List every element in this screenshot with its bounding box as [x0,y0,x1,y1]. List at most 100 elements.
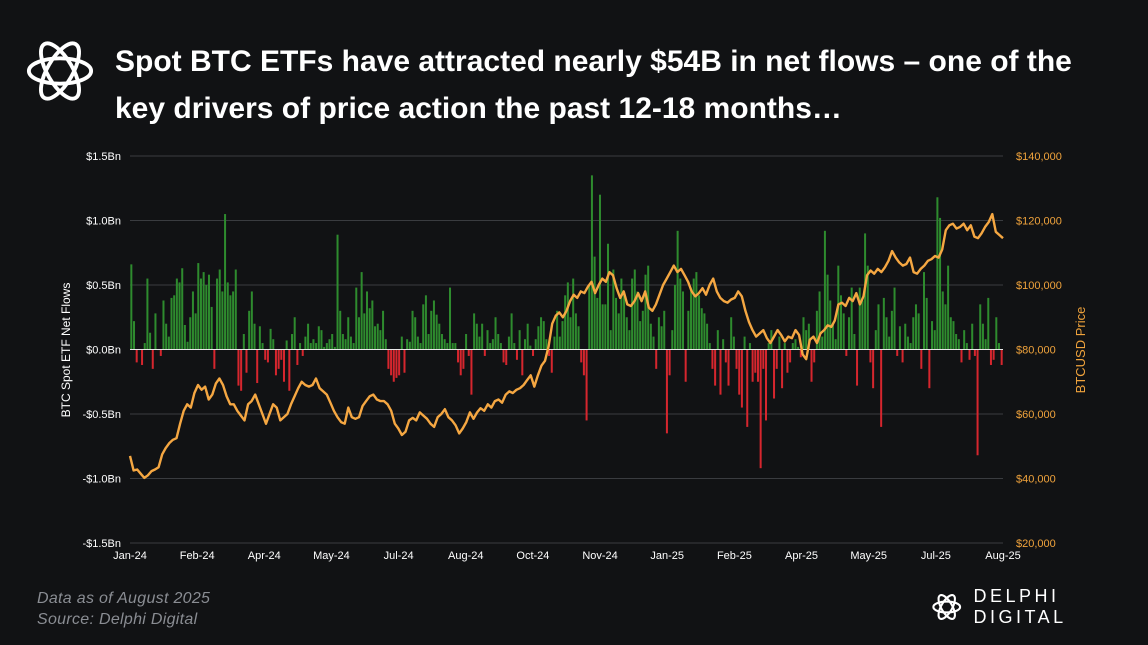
flow-bar [872,349,875,389]
flow-bar [612,269,615,350]
data-as-of-note: Data as of August 2025 [37,590,211,607]
flow-bar [221,291,224,350]
flow-bar [419,343,422,350]
flow-bar [349,336,352,350]
flow-bar [435,314,438,350]
right-tick-label: $100,000 [1016,280,1062,292]
flow-bar [620,278,623,350]
flow-bar [149,332,152,350]
x-tick-label: Jul-24 [384,550,414,562]
flow-bar [199,278,202,350]
flow-bar [197,263,200,350]
flow-bar [601,304,604,350]
flow-bar [384,339,387,350]
flow-bar [293,317,296,350]
flow-bar [839,295,842,350]
flow-bar [850,287,853,350]
brand-footer: DELPHI DIGITAL [930,586,1148,627]
flow-bar [882,297,885,350]
delphi-logo-small-icon [932,594,962,620]
flow-bar [821,336,824,350]
flow-bar [636,291,639,350]
x-tick-label: Apr-25 [785,550,818,562]
flow-bar [628,330,631,350]
flow-bar [738,349,741,395]
flow-bar [368,308,371,350]
flow-bar [189,317,192,350]
flow-bar [529,345,532,350]
left-tick-label: -$1.5Bn [82,538,121,550]
flow-bar [569,317,572,350]
flow-bar [424,295,427,350]
flow-bar [623,291,626,350]
flow-bar [615,297,618,350]
flow-bar [655,349,658,369]
flow-bar [885,317,888,350]
flow-bar [202,272,205,350]
flow-bar [564,295,567,350]
flow-bar [652,336,655,350]
flow-bar [224,214,227,350]
flow-bar [486,330,489,350]
flow-bar [901,349,904,363]
flow-bar [205,285,208,350]
flow-bar [521,349,524,376]
flow-bar [414,317,417,350]
flow-bar [438,323,441,350]
left-tick-label: $0.0Bn [86,345,121,357]
flow-bar [491,339,494,350]
flow-bars [130,175,1003,469]
flow-bar [904,323,907,350]
flow-bar [355,287,358,350]
flow-bar [767,343,770,350]
x-tick-label: May-25 [850,550,887,562]
flow-bar [357,317,360,350]
x-tick-label: Aug-24 [448,550,483,562]
flow-bar [465,334,468,350]
flow-bar [194,313,197,350]
flow-bar [692,278,695,350]
flow-bar [773,349,776,399]
flow-bar [874,330,877,350]
flow-bar [703,313,706,350]
right-tick-label: $80,000 [1016,345,1056,357]
flow-bar [968,349,971,360]
flow-bar [411,310,414,350]
chart-title: Spot BTC ETFs have attracted nearly $54B… [115,45,1072,125]
flow-bar [963,330,966,350]
flow-bar [307,323,310,350]
flow-bar [751,349,754,382]
flow-bar [186,341,189,350]
flow-bar [673,285,676,350]
flow-bar [507,336,510,350]
flow-bar [301,349,304,356]
flow-bar [955,334,958,350]
flow-bar [931,321,934,350]
flow-bar [253,323,256,350]
flow-bar [408,341,411,350]
flow-bar [625,317,628,350]
flow-bar [684,349,687,382]
flow-bar [869,349,872,363]
flow-bar [280,349,283,360]
flow-bar [923,272,926,350]
flow-bar [258,326,261,350]
flow-bar [909,343,912,350]
flow-bar [266,349,269,363]
flow-bar [282,349,285,382]
flow-bar [663,310,666,350]
flow-bar [379,330,382,350]
flow-bar [344,339,347,350]
flow-bar [264,349,267,360]
flow-bar [797,346,800,350]
flow-bar [165,323,168,350]
x-tick-label: Feb-24 [180,550,215,562]
left-tick-label: -$1.0Bn [82,474,121,486]
flow-bar [248,310,251,350]
flow-bar [735,349,738,369]
flow-bar [173,295,176,350]
flow-bar [328,339,331,350]
flow-bar [848,317,851,350]
flow-bar [896,349,899,356]
flow-bar [590,175,593,350]
